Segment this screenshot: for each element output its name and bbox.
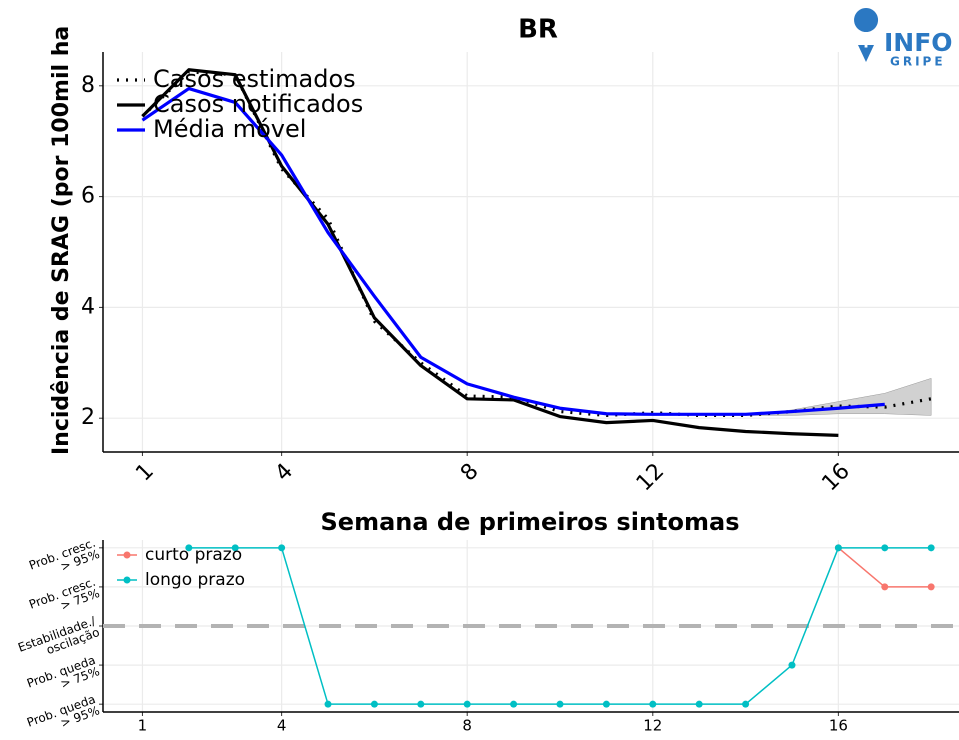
logo-subtext: GRIPE	[890, 55, 946, 69]
series-point	[370, 700, 378, 708]
series-line	[837, 547, 932, 588]
x-tick-label: 4	[277, 717, 287, 735]
y-tick-label: 6	[81, 184, 95, 209]
logo-pin	[854, 8, 879, 32]
series-point	[278, 544, 286, 552]
y-tick-label: 8	[81, 73, 95, 98]
x-tick-label: 12	[643, 717, 662, 735]
legend-marker	[123, 576, 131, 584]
y-axis-label: Incidência de SRAG (por 100mil ha	[49, 26, 74, 455]
x-tick-label: 8	[462, 717, 472, 735]
series-point	[881, 544, 889, 552]
series-line	[141, 86, 885, 416]
legend-label: Média móvel	[153, 115, 306, 143]
legend-marker	[123, 551, 131, 559]
series-point	[510, 700, 518, 708]
panel: Prob. cresc.> 95%Prob. cresc.> 75%Estabi…	[16, 535, 959, 740]
series-point	[927, 544, 935, 552]
x-tick-label: 12	[632, 459, 669, 496]
x-tick-label: 16	[817, 459, 854, 496]
logo-mark: !	[862, 33, 869, 52]
series-point	[324, 700, 332, 708]
series-point	[649, 700, 657, 708]
x-tick-label: 1	[131, 459, 159, 487]
y-tick-label: 2	[81, 405, 95, 430]
legend-label: curto prazo	[145, 545, 242, 565]
x-tick-label: 4	[271, 459, 299, 487]
x-axis-label: Semana de primeiros sintomas	[321, 508, 740, 536]
series-point	[834, 544, 842, 552]
series-point	[881, 583, 889, 591]
chart-title: BR	[518, 15, 558, 45]
series-line	[141, 68, 839, 437]
series-point	[463, 700, 471, 708]
series-point	[556, 700, 564, 708]
series-point	[231, 544, 239, 552]
series-point	[185, 544, 193, 552]
x-tick-label: 8	[456, 459, 484, 487]
logo-pin-tip	[858, 45, 874, 62]
x-tick-label: 1	[138, 717, 148, 735]
series-point	[927, 583, 935, 591]
logo-text: INFO	[884, 28, 953, 57]
series-point	[602, 700, 610, 708]
series-point	[695, 700, 703, 708]
y-tick-label: Prob. queda> 95%	[25, 691, 101, 740]
series-point	[788, 661, 796, 669]
series-point	[417, 700, 425, 708]
x-tick-label: 16	[829, 717, 848, 735]
legend-label: Casos notificados	[153, 90, 363, 118]
y-tick-label: 4	[81, 294, 95, 319]
series-point	[742, 700, 750, 708]
logo: ! INFO GRIPE	[854, 8, 953, 69]
panel: BR Incidência de SRAG (por 100mil ha Seman…	[49, 15, 959, 536]
legend-label: longo prazo	[145, 570, 245, 590]
legend-label: Casos estimados	[153, 65, 356, 93]
